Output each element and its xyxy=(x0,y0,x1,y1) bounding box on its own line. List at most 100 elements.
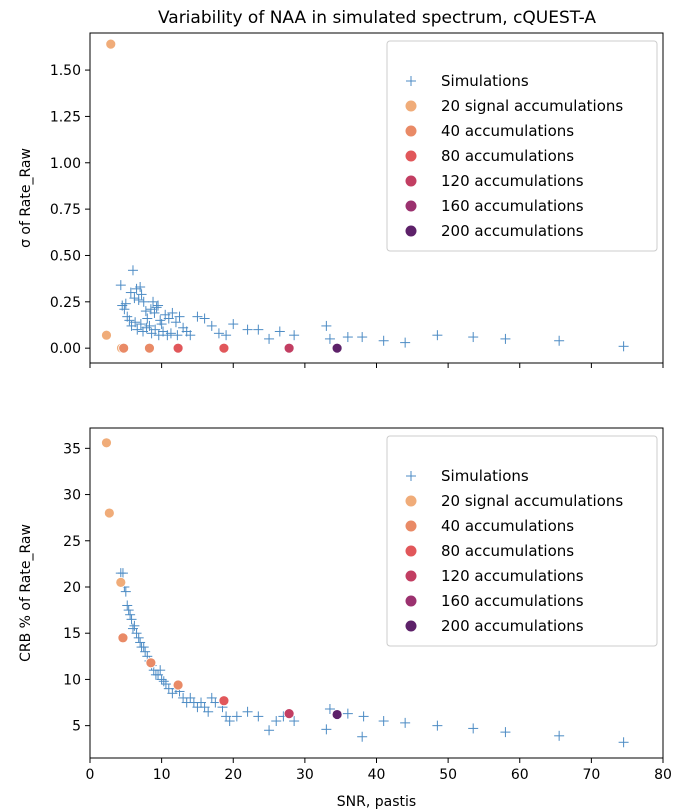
bottom-legend: Simulations 20 signal accumulations 40 acc… xyxy=(386,435,658,647)
bottom-point-simulations xyxy=(432,720,443,731)
bottom-x-tick-label: 60 xyxy=(511,767,529,783)
top-legend-label-simulations: Simulations xyxy=(441,72,529,90)
bottom-point-simulations xyxy=(122,600,133,611)
top-y-tick-label: 1.25 xyxy=(50,109,81,125)
top-point-simulations xyxy=(206,320,217,331)
bottom-panel: 0 10 20 30 40 50 60 70 80 5 10 15 20 25 30 35 CRB % of… xyxy=(18,427,672,810)
top-y-tick-label: 0.50 xyxy=(50,248,81,264)
bottom-point-simulations xyxy=(253,711,264,722)
top-panel: 0.00 0.25 0.50 0.75 1.00 1.25 1.50 σ of Rate_R… xyxy=(18,32,664,368)
top-point-simulations xyxy=(138,296,149,307)
top-point-simulations xyxy=(242,324,253,335)
top-point-simulations xyxy=(141,322,152,333)
top-point-20-signal-accumulations xyxy=(105,38,117,50)
top-legend-marker-40-accumulations xyxy=(405,125,417,137)
bottom-point-simulations xyxy=(158,676,169,687)
top-point-simulations xyxy=(150,324,161,335)
bottom-legend-label-200-accumulations: 200 accumulations xyxy=(441,617,584,635)
bottom-point-simulations xyxy=(264,725,275,736)
top-point-simulations xyxy=(129,293,140,304)
bottom-y-axis-label: CRB % of Rate_Raw xyxy=(18,524,34,662)
top-point-simulations xyxy=(130,317,141,328)
top-point-40-accumulations xyxy=(118,342,130,354)
top-legend-box xyxy=(386,40,658,252)
top-point-simulations xyxy=(124,315,135,326)
bottom-point-simulations xyxy=(500,727,511,738)
bottom-point-simulations xyxy=(140,646,151,657)
bottom-x-tick-label: 0 xyxy=(86,767,95,783)
bottom-y-tick-label: 35 xyxy=(63,441,81,457)
top-point-simulations xyxy=(133,294,144,305)
top-y-axis: 0.00 0.25 0.50 0.75 1.00 1.25 1.50 xyxy=(50,63,90,357)
top-y-tick-label: 0.00 xyxy=(50,341,81,357)
bottom-point-simulations xyxy=(156,674,167,685)
top-legend-label-40-accumulations: 40 accumulations xyxy=(441,122,574,140)
bottom-point-simulations xyxy=(224,716,235,727)
chart-title: Variability of NAA in simulated spectrum… xyxy=(158,8,596,28)
top-legend: Simulations 20 signal accumulations 40 acc… xyxy=(386,40,658,252)
bottom-x-tick-label: 20 xyxy=(224,767,242,783)
top-point-simulations xyxy=(432,330,443,341)
bottom-point-120-accumulations xyxy=(283,708,295,720)
top-point-simulations xyxy=(135,281,146,292)
top-point-simulations xyxy=(264,333,275,344)
bottom-legend-marker-160-accumulations xyxy=(405,595,417,607)
top-y-tick-label: 0.25 xyxy=(50,295,81,311)
bottom-point-simulations xyxy=(321,724,332,735)
top-y-axis-label: σ of Rate_Raw xyxy=(18,148,34,248)
bottom-point-simulations xyxy=(203,706,214,717)
top-point-simulations xyxy=(185,330,196,341)
bottom-legend-marker-20-signal-accumulations xyxy=(405,495,417,507)
top-point-20-signal-accumulations xyxy=(101,329,112,341)
top-legend-marker-200-accumulations xyxy=(405,225,417,237)
top-point-simulations xyxy=(135,319,146,330)
bottom-point-simulations xyxy=(138,642,149,653)
bottom-y-tick-label: 15 xyxy=(63,626,81,642)
top-point-simulations xyxy=(165,328,176,339)
top-point-simulations xyxy=(468,332,479,343)
bottom-point-simulations xyxy=(126,614,137,625)
bottom-point-simulations xyxy=(117,568,128,579)
top-point-simulations xyxy=(163,313,174,324)
bottom-point-40-accumulations xyxy=(145,657,157,669)
bottom-legend-label-simulations: Simulations xyxy=(441,467,529,485)
top-point-simulations xyxy=(213,328,224,339)
bottom-point-simulations xyxy=(120,586,131,597)
bottom-legend-marker-80-accumulations xyxy=(405,545,417,557)
top-point-simulations xyxy=(400,337,411,348)
top-point-simulations xyxy=(170,317,181,328)
bottom-point-20-signal-accumulations xyxy=(115,576,127,588)
top-point-simulations xyxy=(192,311,203,322)
top-point-simulations xyxy=(148,296,159,307)
top-point-simulations xyxy=(253,324,264,335)
bottom-y-tick-label: 30 xyxy=(63,488,81,504)
top-legend-marker-120-accumulations xyxy=(405,175,417,187)
bottom-point-simulations xyxy=(324,704,335,715)
bottom-point-simulations xyxy=(210,697,221,708)
top-point-simulations xyxy=(151,302,162,313)
bottom-legend-label-160-accumulations: 160 accumulations xyxy=(441,592,584,610)
top-x-axis xyxy=(89,363,664,368)
top-legend-label-200-accumulations: 200 accumulations xyxy=(441,222,584,240)
bottom-y-axis: 5 10 15 20 25 30 35 xyxy=(63,441,90,735)
bottom-legend-marker-120-accumulations xyxy=(405,570,417,582)
bottom-point-simulations xyxy=(342,708,353,719)
top-point-simulations xyxy=(149,307,160,318)
bottom-x-tick-label: 30 xyxy=(296,767,314,783)
bottom-point-simulations xyxy=(357,731,368,742)
top-point-simulations xyxy=(554,335,565,346)
bottom-point-simulations xyxy=(378,716,389,727)
top-legend-marker-160-accumulations xyxy=(405,200,417,212)
bottom-point-simulations xyxy=(618,737,629,748)
bottom-x-tick-label: 10 xyxy=(153,767,171,783)
top-point-simulations xyxy=(132,324,143,335)
top-legend-marker-simulations xyxy=(406,76,416,86)
top-legend-marker-20-signal-accumulations xyxy=(405,100,417,112)
bottom-x-tick-label: 50 xyxy=(439,767,457,783)
bottom-legend-label-80-accumulations: 80 accumulations xyxy=(441,542,574,560)
top-point-simulations xyxy=(618,341,629,352)
bottom-x-tick-label: 70 xyxy=(582,767,600,783)
bottom-y-tick-label: 20 xyxy=(63,580,81,596)
